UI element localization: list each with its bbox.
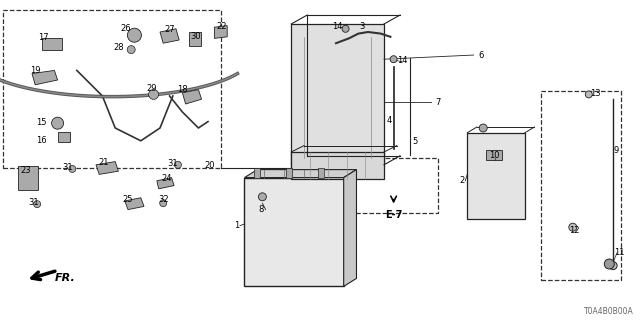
Bar [18, 166, 38, 190]
Circle shape [569, 223, 577, 231]
Circle shape [609, 261, 617, 269]
Circle shape [148, 89, 159, 100]
Circle shape [586, 91, 592, 98]
Text: T0A4B0B00A: T0A4B0B00A [584, 307, 634, 316]
Text: 26: 26 [120, 24, 131, 33]
Text: 30: 30 [191, 32, 201, 41]
Text: 31: 31 [168, 159, 178, 168]
Text: 7: 7 [436, 98, 441, 107]
Text: 14: 14 [397, 56, 407, 65]
Polygon shape [157, 178, 174, 189]
Bar [286, 168, 292, 178]
Text: 16: 16 [36, 136, 47, 145]
Bar [189, 32, 201, 46]
Text: 2: 2 [460, 176, 465, 185]
Text: 27: 27 [164, 25, 175, 34]
Circle shape [342, 25, 349, 32]
Text: 25: 25 [123, 196, 133, 204]
Text: E-7: E-7 [385, 210, 403, 220]
Text: 24: 24 [161, 174, 172, 183]
Text: 29: 29 [147, 84, 157, 93]
Circle shape [175, 161, 181, 168]
Bar [3, 10, 221, 168]
Bar [244, 178, 344, 286]
Text: 31: 31 [28, 198, 38, 207]
Circle shape [160, 200, 166, 207]
Text: 4: 4 [387, 116, 392, 125]
Text: 12: 12 [569, 226, 579, 235]
Text: 18: 18 [177, 85, 188, 94]
Text: 28: 28 [113, 43, 124, 52]
Text: 31: 31 [62, 163, 72, 172]
Text: 19: 19 [31, 66, 41, 75]
Bar [42, 38, 61, 50]
Polygon shape [32, 70, 58, 85]
Text: 20: 20 [204, 161, 214, 170]
Bar [254, 168, 260, 178]
Circle shape [259, 193, 266, 201]
Circle shape [34, 201, 40, 208]
Polygon shape [160, 29, 179, 43]
Text: 15: 15 [36, 118, 47, 127]
Polygon shape [96, 162, 118, 174]
Bar [58, 132, 70, 142]
Polygon shape [486, 150, 502, 160]
Text: 14: 14 [332, 22, 342, 31]
Text: 11: 11 [614, 248, 624, 257]
Bar [291, 24, 384, 165]
Text: 13: 13 [590, 89, 600, 98]
Bar [349, 158, 438, 213]
Polygon shape [344, 170, 356, 286]
Circle shape [127, 28, 141, 42]
Text: 1: 1 [234, 221, 239, 230]
Bar [291, 152, 384, 179]
Polygon shape [182, 90, 202, 104]
Text: 8: 8 [259, 205, 264, 214]
Text: 9: 9 [614, 146, 619, 155]
Bar [541, 91, 621, 280]
Polygon shape [214, 26, 227, 38]
Text: FR.: FR. [54, 273, 75, 284]
Text: 32: 32 [158, 196, 168, 204]
Circle shape [390, 56, 397, 63]
Circle shape [479, 124, 487, 132]
Circle shape [127, 46, 135, 53]
Polygon shape [125, 198, 144, 210]
Polygon shape [244, 170, 356, 178]
Text: 6: 6 [479, 51, 484, 60]
Circle shape [604, 259, 614, 269]
Text: 23: 23 [20, 166, 31, 175]
Bar [318, 168, 324, 178]
Bar [467, 133, 525, 219]
Text: 21: 21 [99, 158, 109, 167]
Circle shape [69, 165, 76, 172]
Text: 3: 3 [359, 22, 364, 31]
Text: 5: 5 [412, 137, 417, 146]
Circle shape [52, 117, 63, 129]
Text: 22: 22 [217, 22, 227, 31]
Text: 10: 10 [490, 151, 500, 160]
Text: 17: 17 [38, 33, 49, 42]
